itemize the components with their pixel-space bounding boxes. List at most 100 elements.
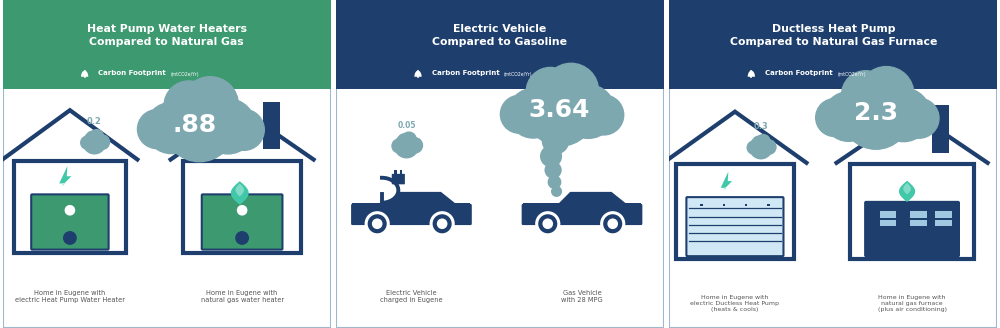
Polygon shape [903,183,911,195]
FancyBboxPatch shape [352,203,470,212]
Circle shape [182,77,238,133]
FancyBboxPatch shape [31,195,109,250]
Circle shape [899,98,939,138]
Text: Ductless Heat Pump
Compared to Natural Gas Furnace: Ductless Heat Pump Compared to Natural G… [730,24,937,47]
FancyBboxPatch shape [865,202,959,256]
FancyBboxPatch shape [202,195,282,250]
FancyBboxPatch shape [880,211,896,217]
Text: 3.64: 3.64 [528,98,590,122]
Circle shape [526,68,574,116]
FancyBboxPatch shape [745,204,747,206]
Circle shape [398,134,410,146]
Polygon shape [556,192,629,206]
Polygon shape [414,71,422,77]
Circle shape [602,213,624,235]
Text: Home in Eugene with
electric Heat Pump Water Heater: Home in Eugene with electric Heat Pump W… [15,290,125,303]
Circle shape [437,218,447,229]
Circle shape [81,136,94,149]
Circle shape [63,231,77,245]
Circle shape [431,213,453,235]
Circle shape [824,92,873,141]
Circle shape [372,218,383,229]
FancyBboxPatch shape [3,0,331,328]
FancyBboxPatch shape [767,204,770,206]
Text: Carbon Footprint: Carbon Footprint [432,70,500,76]
Text: Home in Eugene with
electric Ductless Heat Pump
(heats & cools): Home in Eugene with electric Ductless He… [690,295,779,312]
Circle shape [877,88,930,142]
FancyBboxPatch shape [522,204,642,225]
Circle shape [526,77,595,146]
Circle shape [83,132,106,154]
FancyBboxPatch shape [910,211,927,217]
FancyBboxPatch shape [3,0,331,89]
Circle shape [508,89,558,138]
Circle shape [545,162,561,178]
Circle shape [137,110,176,149]
Text: 2.3: 2.3 [854,101,898,125]
Text: (mtCO2e/Yr): (mtCO2e/Yr) [837,72,866,77]
Circle shape [561,85,615,138]
Circle shape [200,99,255,154]
Polygon shape [385,192,459,206]
FancyBboxPatch shape [880,220,896,226]
Circle shape [407,138,422,153]
FancyBboxPatch shape [336,0,664,328]
Circle shape [402,132,416,147]
Circle shape [164,91,235,162]
Text: Heat Pump Water Heaters
Compared to Natural Gas: Heat Pump Water Heaters Compared to Natu… [87,24,247,47]
Circle shape [543,63,599,118]
Circle shape [859,67,914,122]
Circle shape [500,95,538,133]
FancyBboxPatch shape [400,170,402,175]
Circle shape [842,71,890,119]
Polygon shape [932,105,949,153]
Text: 0.05: 0.05 [397,121,416,130]
Circle shape [164,81,214,131]
Circle shape [761,140,776,154]
Circle shape [537,213,559,235]
Text: Home in Eugene with
natural gas furnace
(plus air conditioning): Home in Eugene with natural gas furnace … [878,295,947,312]
Text: Electric Vehicle
Compared to Gasoline: Electric Vehicle Compared to Gasoline [432,24,568,47]
Circle shape [607,218,618,229]
FancyBboxPatch shape [935,220,952,226]
Polygon shape [235,184,244,196]
Circle shape [366,213,388,235]
Circle shape [65,205,75,215]
Polygon shape [899,181,915,202]
Circle shape [756,134,770,148]
Circle shape [750,136,772,159]
Circle shape [95,135,109,149]
Text: (mtCO2e/Yr): (mtCO2e/Yr) [171,72,199,77]
Circle shape [753,136,764,148]
Text: .88: .88 [172,113,217,137]
Polygon shape [721,172,732,191]
Polygon shape [231,181,249,205]
Polygon shape [748,71,755,77]
FancyBboxPatch shape [351,204,472,225]
FancyBboxPatch shape [700,204,703,206]
Text: Carbon Footprint: Carbon Footprint [765,70,833,76]
Text: (mtCO2e/Yr): (mtCO2e/Yr) [504,72,533,77]
FancyBboxPatch shape [392,174,405,184]
Circle shape [235,231,249,245]
FancyBboxPatch shape [336,0,664,89]
FancyBboxPatch shape [910,220,927,226]
Circle shape [552,187,561,196]
Circle shape [816,99,854,136]
Circle shape [237,205,247,215]
Circle shape [223,109,264,150]
FancyBboxPatch shape [669,0,997,328]
Polygon shape [263,102,280,149]
Circle shape [90,130,104,143]
FancyBboxPatch shape [686,197,783,256]
Text: Gas Vehicle
with 28 MPG: Gas Vehicle with 28 MPG [561,290,603,303]
Circle shape [146,103,197,154]
Circle shape [541,146,561,167]
Text: 0.2: 0.2 [87,117,102,126]
Circle shape [548,176,561,188]
Polygon shape [81,71,88,77]
FancyBboxPatch shape [523,203,641,212]
Circle shape [842,80,910,149]
Polygon shape [59,166,71,186]
Text: Home in Eugene with
natural gas water heater: Home in Eugene with natural gas water he… [201,290,284,303]
